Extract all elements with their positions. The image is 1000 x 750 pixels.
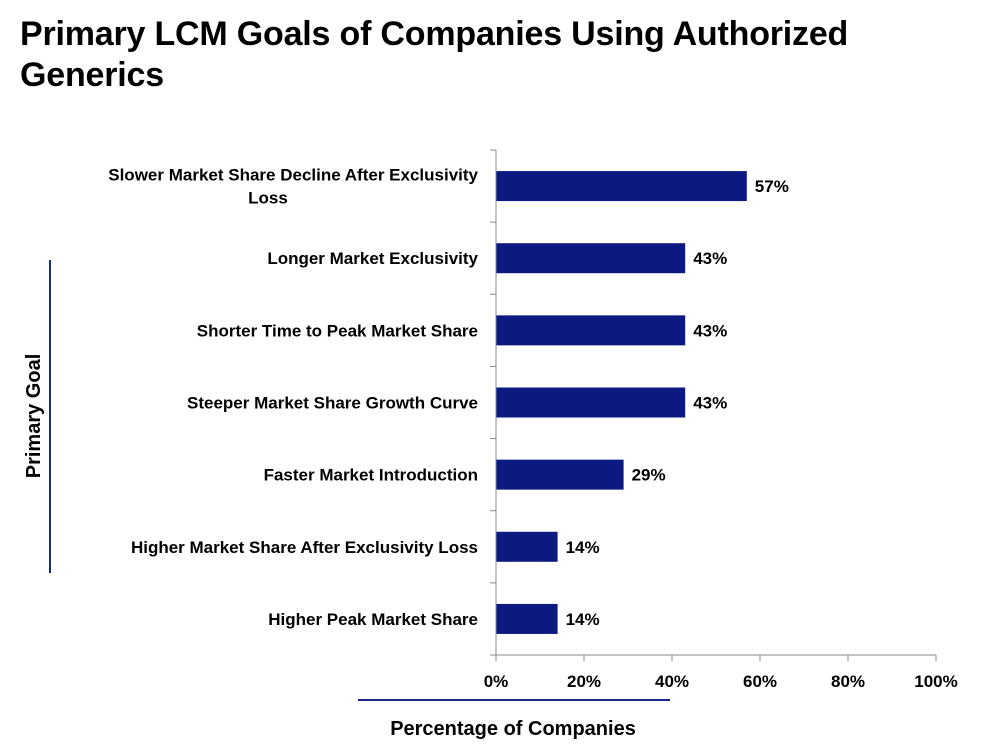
value-label: 43% [693, 321, 727, 340]
value-label: 43% [693, 394, 727, 413]
x-tick-label: 0% [484, 672, 509, 691]
bar [496, 531, 558, 562]
axis-titles-layer: Primary Goal Percentage of Companies [23, 354, 636, 740]
category-label: Higher Peak Market Share [268, 610, 478, 629]
bars-layer [496, 171, 747, 634]
value-label: 43% [693, 249, 727, 268]
category-label: Loss [248, 189, 288, 208]
value-label: 14% [566, 538, 600, 557]
axis-layer: 0% 20% 40% 60% 80% 100% [49, 149, 958, 701]
value-labels-layer: 57% 43% 43% 43% 29% 14% 14% [566, 177, 789, 629]
bar [496, 387, 686, 418]
bar [496, 459, 624, 490]
x-tick-label: 80% [831, 672, 865, 691]
category-label: Faster Market Introduction [264, 466, 478, 485]
bar [496, 315, 686, 346]
x-tick-label: 20% [567, 672, 601, 691]
category-label: Slower Market Share Decline After Exclus… [108, 166, 478, 185]
y-axis-title: Primary Goal [23, 354, 45, 479]
bar [496, 603, 558, 634]
category-label: Steeper Market Share Growth Curve [187, 394, 478, 413]
value-label: 14% [566, 610, 600, 629]
value-label: 57% [755, 177, 789, 196]
category-labels-layer: Slower Market Share Decline After Exclus… [108, 166, 478, 629]
x-axis-title: Percentage of Companies [390, 718, 636, 740]
value-label: 29% [632, 466, 666, 485]
category-label: Longer Market Exclusivity [267, 249, 478, 268]
category-label: Shorter Time to Peak Market Share [197, 321, 478, 340]
bar [496, 171, 747, 202]
x-tick-label: 60% [743, 672, 777, 691]
chart-title: Primary LCM Goals of Companies Using Aut… [20, 15, 849, 94]
x-tick-label: 100% [914, 672, 957, 691]
category-label: Higher Market Share After Exclusivity Lo… [131, 538, 478, 557]
x-tick-label: 40% [655, 672, 689, 691]
bar [496, 243, 686, 274]
